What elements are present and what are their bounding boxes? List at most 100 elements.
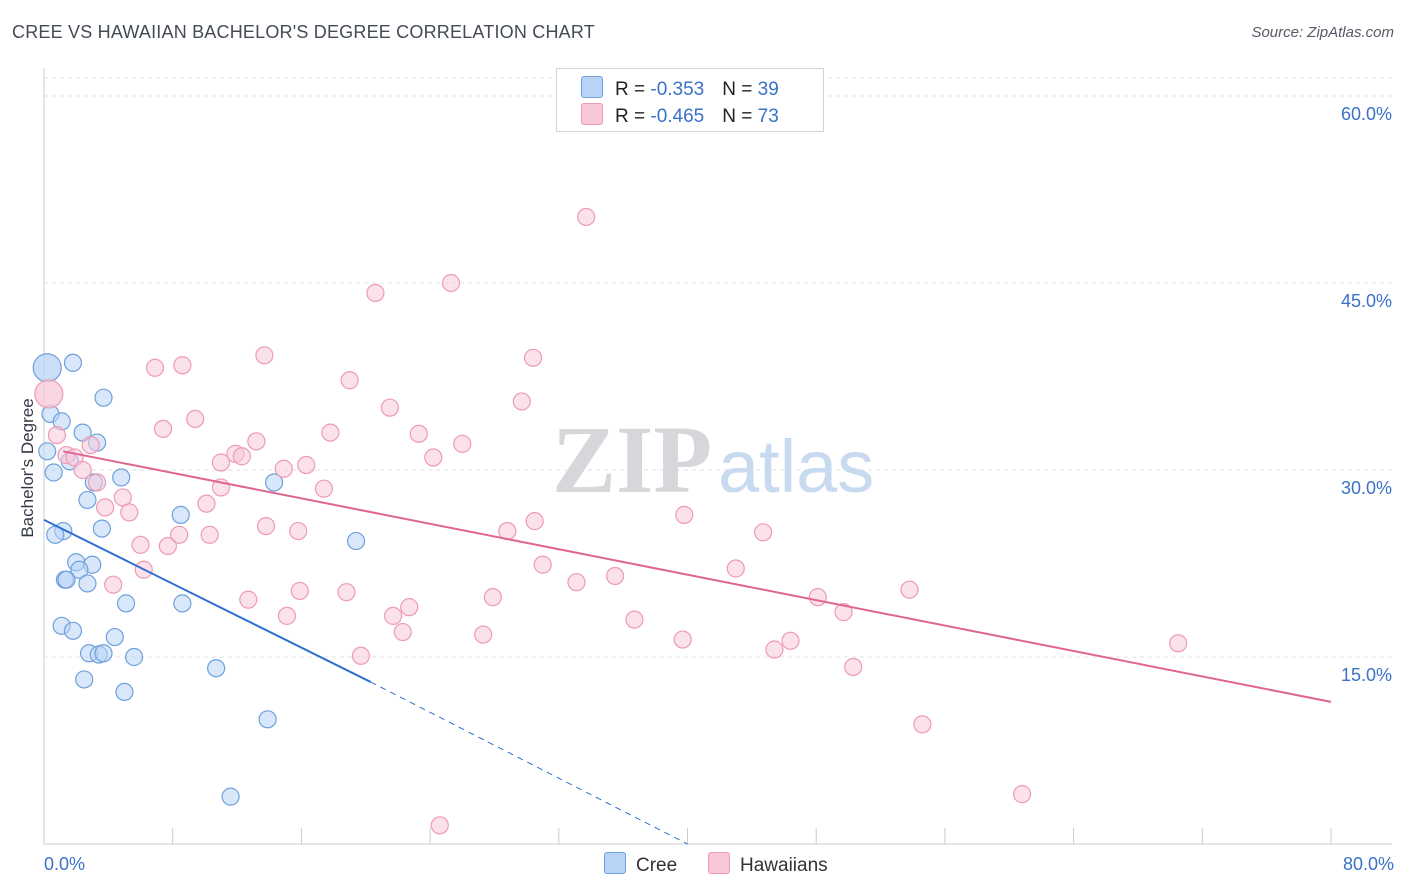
y-axis-label: Bachelor's Degree: [18, 398, 37, 538]
hawaiian-point: [533, 555, 552, 574]
cree-point: [94, 388, 113, 407]
hawaiian-point: [186, 409, 205, 428]
hawaiian-point: [900, 580, 919, 599]
cree-trend-line: [43, 518, 372, 683]
cree-point: [221, 787, 240, 806]
hawaiian-point: [247, 432, 266, 451]
cree-point: [115, 682, 134, 702]
hawaiian-point: [474, 625, 493, 644]
hawaiian-point: [145, 358, 165, 377]
hawaiian-point: [173, 356, 192, 375]
cree-trend-extension: [370, 681, 688, 845]
watermark-zip: ZIP: [552, 406, 712, 513]
hawaiian-point: [512, 392, 531, 411]
hawaiian-point: [834, 603, 853, 622]
hawaiian-point: [131, 535, 150, 554]
hawaiian-point: [337, 583, 356, 602]
cree-point: [207, 659, 226, 678]
hawaiian-point: [913, 715, 932, 734]
hawaiian-point: [232, 447, 251, 466]
hawaiian-point: [277, 606, 297, 625]
hawaiian-point: [567, 573, 586, 592]
hawaiian-point: [1013, 785, 1032, 804]
hawaiian-point: [158, 536, 177, 556]
bottom-legend-label-hawaiians: Hawaiians: [740, 855, 828, 876]
hawaiian-point: [393, 622, 412, 642]
cree-point: [105, 627, 124, 647]
y-tick-label: 30.0%: [1341, 478, 1392, 498]
hawaiian-point: [340, 371, 359, 390]
hawaiian-point: [211, 453, 231, 472]
cree-point: [173, 594, 192, 613]
hawaiian-point: [525, 512, 544, 531]
bottom-legend-cree: Cree: [604, 852, 677, 877]
cree-point: [94, 644, 113, 663]
y-tick-label: 60.0%: [1341, 104, 1392, 124]
hawaiian-point: [87, 473, 107, 492]
cree-point: [63, 621, 83, 640]
cree-point: [78, 490, 97, 510]
hawaiian-point: [120, 503, 139, 522]
hawaiian-point: [314, 479, 334, 498]
x-tick-label: 0.0%: [44, 854, 85, 874]
hawaiian-point: [113, 488, 132, 507]
hawaiian-point: [483, 588, 502, 607]
legend-row-cree: R = -0.353 N = 39: [581, 76, 779, 100]
bottom-legend-swatch-cree: [604, 852, 626, 874]
hawaiian-point: [430, 816, 449, 835]
grid-lines: [44, 77, 1392, 658]
hawaiian-point: [34, 379, 64, 409]
hawaiian-point: [765, 640, 784, 659]
cree-point: [44, 463, 63, 482]
hawaiian-point: [73, 460, 92, 480]
hawaiian-point: [844, 657, 863, 677]
hawaiian-point: [424, 448, 443, 467]
legend-n-label: N =: [722, 79, 758, 100]
hawaiian-point: [81, 435, 100, 455]
hawaiian-point: [673, 630, 692, 649]
legend-row-hawaiians: R = -0.465 N = 73: [581, 103, 779, 127]
hawaiian-point: [1169, 634, 1188, 653]
hawaiian-point: [675, 505, 694, 524]
legend-swatch-cree: [581, 76, 603, 98]
hawaiian-point: [200, 525, 219, 544]
hawaiian-point: [400, 598, 419, 617]
cree-point: [38, 442, 57, 461]
hawaiian-point: [289, 521, 308, 541]
cree-point: [32, 353, 62, 383]
watermark-atlas: atlas: [718, 425, 874, 508]
stats-legend: R = -0.353 N = 39 R = -0.465 N = 73: [556, 68, 824, 132]
hawaiian-point: [47, 425, 66, 445]
cree-point: [63, 353, 83, 372]
hawaiian-point: [625, 610, 644, 629]
cree-point: [75, 670, 94, 689]
cree-point: [112, 468, 131, 487]
hawaiian-point: [255, 346, 274, 365]
hawaiian-point: [754, 523, 773, 542]
hawaiian-point: [256, 516, 276, 536]
trend-lines: [43, 450, 1332, 845]
source-label: Source: ZipAtlas.com: [1251, 24, 1394, 41]
hawaiian-point: [383, 606, 403, 625]
hawaiian-point: [297, 455, 316, 475]
cree-point: [258, 710, 277, 729]
cree-point: [346, 531, 366, 551]
legend-n-value: 39: [757, 79, 779, 100]
hawaiian-point: [290, 581, 309, 601]
cree-point: [78, 574, 97, 593]
cree-point: [171, 505, 190, 524]
cree-point: [264, 473, 284, 492]
hawaiian-point: [808, 588, 827, 607]
hawaiian-point: [781, 631, 800, 650]
hawaiian-point: [726, 559, 745, 578]
hawaiian-point: [409, 424, 428, 443]
y-tick-label: 15.0%: [1341, 665, 1392, 685]
bottom-legend-label-cree: Cree: [636, 855, 678, 876]
tick-labels: 15.0% 30.0% 45.0% 60.0% 0.0% 80.0%: [44, 104, 1394, 874]
legend-swatch-hawaiians: [581, 103, 603, 125]
hawaiian-point: [523, 348, 543, 367]
legend-r-label: R =: [615, 106, 651, 127]
cree-point: [57, 570, 76, 589]
hawaiian-trend-line: [63, 450, 1332, 703]
